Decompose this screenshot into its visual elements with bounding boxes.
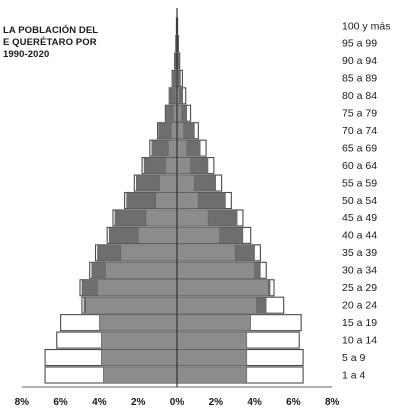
x-tick-label: 6% [286, 397, 301, 408]
age-label: 50 a 54 [342, 195, 377, 207]
bar-left-medium-55-a-59 [159, 174, 178, 192]
age-labels: 1 a 4 5 a 9 10 a 14 15 a 19 20 a 24 25 a 29 30… [342, 20, 390, 381]
age-label: 90 a 94 [342, 55, 377, 67]
axis-layer [21, 8, 333, 388]
x-tick-label: 8% [15, 397, 30, 408]
x-tick-label: 2% [209, 397, 224, 408]
age-label: 10 a 14 [342, 334, 377, 346]
age-label: 30 a 34 [342, 265, 377, 277]
bar-right-medium-35-a-39 [176, 244, 236, 262]
age-label: 95 a 99 [342, 38, 377, 50]
bar-right-medium-10-a-14 [176, 331, 248, 349]
x-tick-label: 4% [92, 397, 107, 408]
bar-right-medium-45-a-49 [176, 209, 209, 227]
age-label: 5 a 9 [342, 352, 366, 364]
bar-left-medium-35-a-39 [120, 244, 178, 262]
bar-right-medium-20-a-24 [176, 297, 257, 314]
age-label: 20 a 24 [342, 299, 377, 311]
x-tick-label: 8% [325, 397, 340, 408]
age-label: 35 a 39 [342, 247, 377, 259]
age-label: 40 a 44 [342, 230, 377, 242]
bar-right-medium-70-a-74 [176, 122, 184, 139]
bar-right-medium-60-a-64 [176, 157, 191, 174]
x-tick-label: 2% [131, 397, 146, 408]
bar-left-medium-15-a-19 [99, 314, 178, 331]
bar-left-medium-20-a-24 [85, 297, 178, 314]
bar-left-medium-25-a-29 [97, 279, 178, 296]
bar-right-medium-55-a-59 [176, 174, 195, 192]
age-label: 70 a 74 [342, 125, 377, 137]
bar-left-medium-65-a-69 [168, 139, 178, 157]
x-tick-label: 6% [53, 397, 68, 408]
bar-right-medium-15-a-19 [176, 314, 251, 331]
age-label: 100 y más [342, 20, 390, 32]
age-label: 45 a 49 [342, 212, 377, 224]
chart-title-line-3: 1990-2020 [3, 49, 50, 60]
bars-medium-layer [85, 17, 269, 384]
bar-right-medium-25-a-29 [176, 279, 269, 296]
age-label: 60 a 64 [342, 160, 377, 172]
bar-left-medium-5-a-9 [101, 349, 178, 366]
bar-left-medium-50-a-54 [155, 192, 178, 209]
age-label: 80 a 84 [342, 90, 377, 102]
bar-left-medium-40-a-44 [137, 227, 178, 244]
x-tick-label: 0% [170, 397, 185, 408]
x-tick-label: 4% [247, 397, 262, 408]
age-label: 1 a 4 [342, 369, 366, 381]
bar-left-medium-1-a-4 [103, 366, 178, 384]
x-axis-tick-labels: 8% 6% 4% 2% 0% 2% 4% 6% 8% [15, 397, 340, 408]
bar-right-medium-5-a-9 [176, 349, 248, 366]
age-label: 15 a 19 [342, 317, 377, 329]
bar-right-medium-75-a-79 [176, 105, 183, 122]
chart-title: LA POBLACIÓN DEL E QUERÉTARO POR 1990-20… [3, 25, 163, 61]
chart-title-line-1: LA POBLACIÓN DEL [3, 25, 99, 36]
chart-title-line-2: E QUERÉTARO POR [3, 37, 97, 48]
bar-left-medium-10-a-14 [101, 331, 178, 349]
bar-right-medium-65-a-69 [176, 139, 187, 157]
bar-left-medium-60-a-64 [165, 157, 178, 174]
bar-right-medium-50-a-54 [176, 192, 199, 209]
age-label: 55 a 59 [342, 177, 377, 189]
age-label: 85 a 89 [342, 73, 377, 85]
age-label: 25 a 29 [342, 282, 377, 294]
bar-left-medium-30-a-34 [105, 262, 178, 279]
age-label: 65 a 69 [342, 142, 377, 154]
bar-right-medium-40-a-44 [176, 227, 220, 244]
bar-right-medium-30-a-34 [176, 262, 255, 279]
bar-left-medium-45-a-49 [145, 209, 178, 227]
age-label: 75 a 79 [342, 108, 377, 120]
bar-left-medium-70-a-74 [170, 122, 178, 139]
bar-right-medium-1-a-4 [176, 366, 248, 384]
